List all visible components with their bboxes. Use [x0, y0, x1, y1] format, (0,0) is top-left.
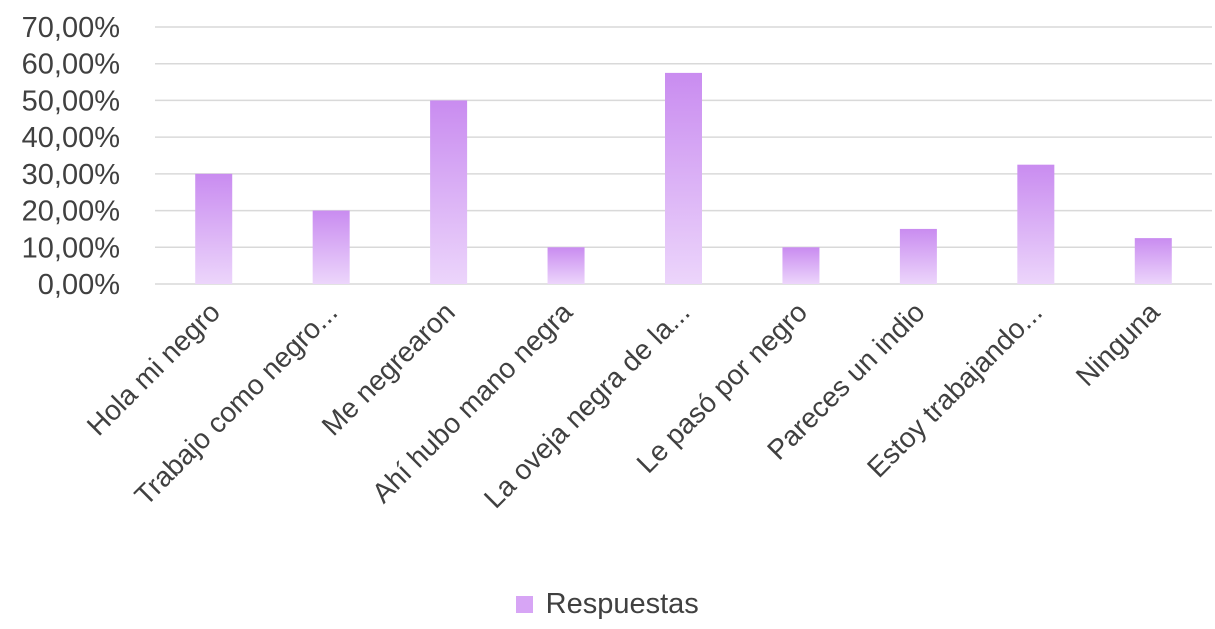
y-axis-ticks: 0,00% 10,00% 20,00% 30,00% 40,00% 50,00% 60,00…	[22, 12, 120, 301]
bar	[312, 210, 350, 284]
x-category-label: Ahí hubo mano negra	[366, 296, 579, 509]
legend-label: Respuestas	[545, 588, 699, 620]
y-tick-label: 30,00%	[22, 159, 120, 191]
legend-swatch	[516, 596, 534, 613]
y-tick-label: 20,00%	[22, 196, 120, 228]
bar	[782, 247, 820, 284]
y-tick-label: 60,00%	[22, 49, 120, 81]
bar	[665, 72, 702, 285]
bar	[1017, 164, 1055, 284]
x-category-label: Ninguna	[1070, 296, 1166, 392]
y-tick-label: 0,00%	[38, 269, 120, 301]
y-tick-label: 10,00%	[22, 232, 120, 264]
bar	[430, 100, 468, 284]
bar	[1134, 238, 1172, 284]
bar	[547, 247, 585, 284]
x-category-label: Trabajo como negro...	[129, 296, 344, 511]
y-tick-label: 50,00%	[22, 85, 120, 117]
bar	[195, 173, 233, 284]
y-tick-label: 40,00%	[22, 122, 120, 154]
x-category-label: La oveja negra de la...	[478, 296, 696, 514]
bars	[195, 72, 1172, 285]
bar	[899, 228, 937, 284]
legend: Respuestas	[0, 588, 1215, 621]
y-tick-label: 70,00%	[22, 12, 120, 44]
